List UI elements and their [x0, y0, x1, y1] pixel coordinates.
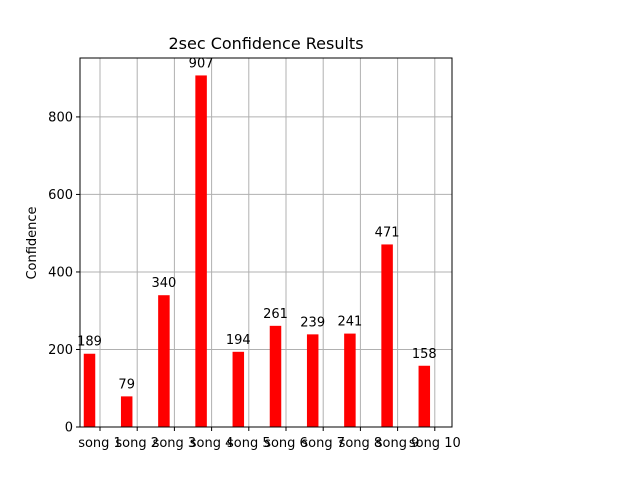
data-label: 340 [151, 276, 176, 291]
y-tick-label: 200 [48, 343, 73, 358]
data-label: 907 [189, 56, 214, 71]
data-labels: 189 79 340 907 194 261 239 241 471 158 [77, 56, 437, 392]
grid-lines [80, 58, 452, 427]
x-tick-label: song 1 [78, 436, 122, 451]
x-tick-label: song 8 [339, 436, 383, 451]
bar-song-10 [418, 365, 431, 427]
data-label: 471 [375, 225, 400, 240]
bar-song-4 [195, 75, 207, 427]
x-tick-label: song 6 [264, 436, 308, 451]
data-label: 79 [118, 377, 135, 392]
data-label: 241 [337, 315, 362, 330]
bar-song-8 [344, 333, 356, 427]
x-tick-label: song 4 [190, 436, 234, 451]
x-tick-label: song 7 [301, 436, 345, 451]
bars [83, 75, 431, 427]
x-tick-label: song 5 [227, 436, 271, 451]
bar-song-9 [381, 244, 393, 427]
bar-song-1 [83, 353, 96, 427]
data-label: 261 [263, 307, 288, 322]
data-label: 189 [77, 335, 102, 350]
y-tick-label: 0 [65, 421, 73, 436]
x-tick-label: song 2 [115, 436, 159, 451]
y-axis-label: Confidence [25, 206, 40, 279]
x-tick-label: song 10 [409, 436, 461, 451]
bar-song-6 [269, 325, 282, 427]
bar-song-2 [120, 396, 133, 427]
x-tick-label: song 3 [153, 436, 197, 451]
axes-frame [79, 57, 453, 428]
x-tick-label: song 9 [376, 436, 420, 451]
y-tick-label: 800 [48, 110, 73, 125]
y-tick-label: 600 [48, 188, 73, 203]
bar-song-7 [306, 334, 319, 427]
data-label: 194 [226, 333, 251, 348]
bar-song-5 [232, 351, 245, 427]
data-label: 158 [412, 347, 437, 362]
data-label: 239 [300, 315, 325, 330]
bar-song-3 [158, 295, 170, 427]
chart-title: 2sec Confidence Results [168, 34, 363, 53]
y-tick-label: 400 [48, 265, 73, 280]
